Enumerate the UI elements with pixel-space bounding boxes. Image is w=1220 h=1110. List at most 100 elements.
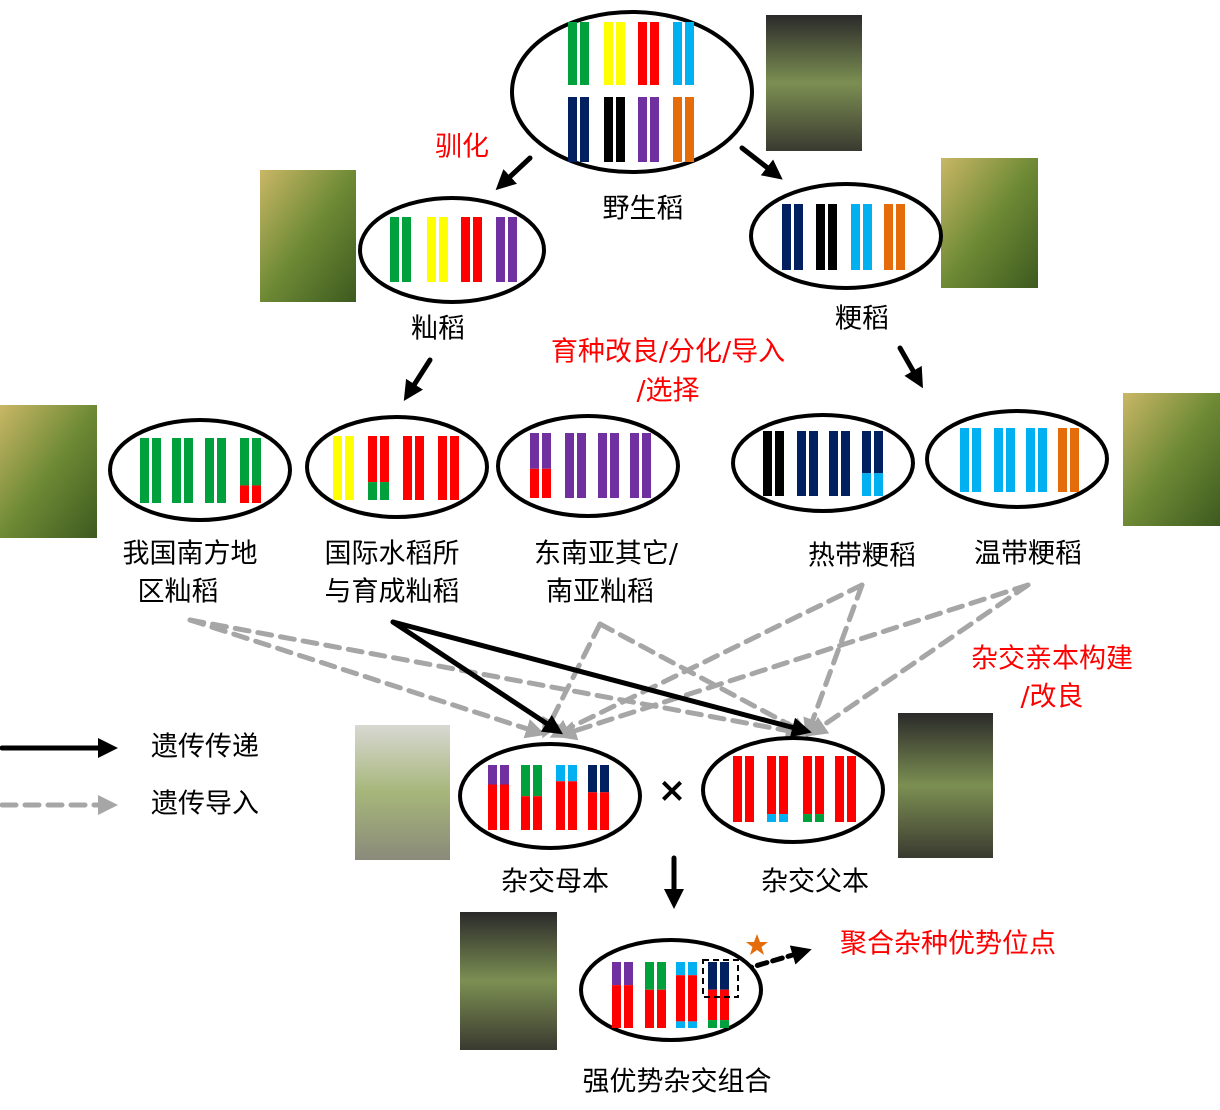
chromosome (568, 97, 577, 162)
chromosome (645, 962, 654, 990)
chromosome (600, 765, 609, 793)
annotation: /选择 (636, 376, 699, 407)
node-label: 南亚籼稻 (546, 577, 654, 608)
photo (898, 713, 993, 858)
chromosome (685, 97, 694, 162)
arrow (403, 357, 433, 402)
introgression-arrow (803, 582, 865, 739)
chromosome (809, 431, 818, 496)
chromosome (604, 97, 613, 162)
genome-ellipse (731, 413, 915, 513)
chromosome (676, 975, 685, 1022)
node-label: 与育成籼稻 (325, 577, 460, 608)
genome-ellipse (749, 182, 943, 290)
chromosome (568, 781, 577, 830)
introgression-arrow (597, 621, 811, 736)
chromosome (862, 473, 871, 496)
chromosome (616, 22, 625, 85)
legend-label: 遗传导入 (151, 789, 259, 820)
chromosome (708, 962, 717, 990)
chromosome (816, 204, 825, 270)
chromosome (657, 989, 666, 1028)
legend-label: 遗传传递 (151, 732, 259, 763)
chromosome (884, 204, 893, 270)
node-label: 杂交父本 (761, 867, 869, 898)
photo (460, 912, 557, 1050)
chromosome (863, 204, 872, 270)
chromosome (600, 792, 609, 830)
chromosome (568, 765, 577, 782)
genome-ellipse (925, 409, 1109, 509)
chromosome (152, 438, 161, 503)
chromosome (874, 431, 883, 474)
chromosome (240, 485, 249, 503)
chromosome (521, 796, 530, 830)
transmission-arrow (390, 619, 812, 738)
chromosome (530, 433, 539, 469)
photo (941, 158, 1038, 288)
cross-symbol: × (658, 771, 687, 811)
node-label: 东南亚其它/ (534, 539, 679, 570)
chromosome (500, 765, 509, 785)
chromosome (439, 217, 448, 282)
transmission-arrow (390, 619, 564, 735)
chromosome (184, 438, 193, 503)
chromosome (657, 962, 666, 990)
introgression-arrow (187, 617, 806, 741)
chromosome (521, 765, 530, 797)
node-label: 籼稻 (411, 314, 465, 345)
chromosome (380, 482, 389, 500)
arrow (739, 145, 783, 180)
photo (260, 170, 356, 302)
chromosome (650, 22, 659, 85)
chromosome (835, 756, 844, 822)
chromosome (402, 217, 411, 282)
arrow (495, 155, 533, 191)
chromosome (960, 428, 969, 492)
chromosome (427, 217, 436, 282)
annotation: 驯化 (435, 132, 489, 163)
chromosome (829, 431, 838, 496)
arrows (0, 145, 1031, 973)
chromosome (650, 97, 659, 162)
chromosome (612, 962, 621, 986)
genome-ellipse (579, 938, 763, 1042)
node-label: 国际水稻所 (325, 539, 460, 570)
chromosome (556, 765, 565, 782)
chromosome (461, 217, 470, 282)
chromosome (688, 962, 697, 976)
node-label: 野生稻 (603, 194, 684, 225)
chromosome (1038, 428, 1047, 492)
chromosome (803, 756, 812, 815)
chromosome (508, 217, 517, 282)
node-label: 杂交母本 (501, 867, 609, 898)
chromosome (794, 204, 803, 270)
introgression-arrow (807, 582, 1031, 737)
chromosome (638, 22, 647, 85)
chromosome (688, 975, 697, 1022)
annotation: 育种改良/分化/导入 (551, 337, 785, 368)
chromosome (568, 22, 577, 85)
genome-ellipse (458, 742, 642, 850)
chromosome (390, 217, 399, 282)
chromosome (438, 436, 447, 500)
annotation: 杂交亲本构建 (971, 644, 1133, 675)
chromosome (673, 97, 682, 162)
annotation: /改良 (1020, 682, 1083, 713)
chromosome (841, 431, 850, 496)
chromosome (565, 433, 574, 498)
chromosome (624, 962, 633, 986)
arrow (897, 345, 923, 389)
chromosome (533, 796, 542, 830)
chromosome (610, 433, 619, 498)
chromosome (172, 438, 181, 503)
chromosome (473, 217, 482, 282)
photo (0, 405, 97, 538)
chromosome (708, 989, 717, 1021)
node-label: 粳稻 (835, 304, 889, 335)
chromosome (767, 814, 776, 822)
chromosome (604, 22, 613, 85)
chromosome (488, 784, 497, 830)
chromosome (450, 436, 459, 500)
chromosome (851, 204, 860, 270)
